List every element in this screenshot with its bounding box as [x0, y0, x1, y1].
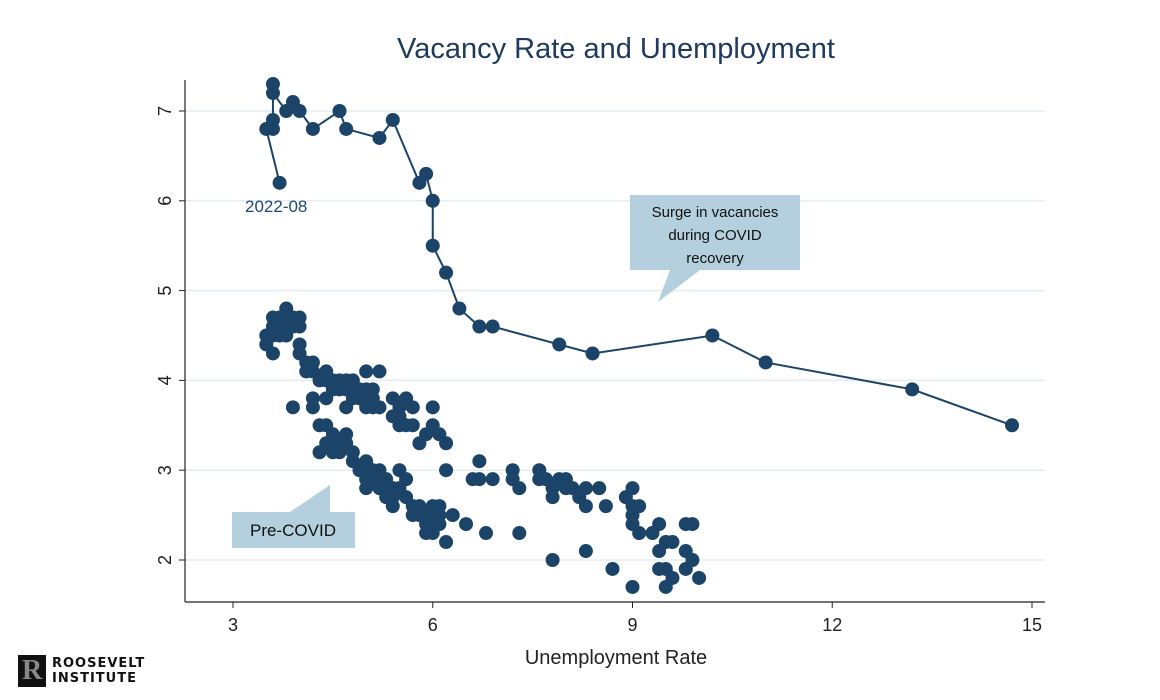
series-1: [259, 301, 707, 594]
data-point: [512, 481, 527, 496]
data-point: [632, 499, 647, 514]
data-point: [265, 346, 280, 361]
data-point: [265, 328, 280, 343]
data-point: [279, 104, 294, 118]
callout-box-surge: [630, 195, 800, 302]
data-point: [439, 463, 454, 478]
data-point: [905, 382, 920, 397]
data-point: [452, 301, 467, 316]
callout-text-surge: recovery: [686, 250, 744, 267]
chart-title: Vacancy Rate and Unemployment: [397, 33, 835, 65]
x-tick-label: 12: [822, 615, 842, 635]
data-point: [472, 319, 487, 334]
data-point: [439, 535, 454, 550]
data-point: [385, 391, 400, 406]
roosevelt-institute-logo: R ROOSEVELT INSTITUTE: [18, 655, 145, 687]
data-point: [472, 454, 487, 469]
logo-line-1: ROOSEVELT: [52, 656, 146, 671]
data-point: [432, 499, 447, 514]
data-point: [305, 355, 320, 370]
data-point: [658, 561, 673, 576]
data-point: [265, 77, 280, 92]
data-point: [405, 400, 420, 415]
data-point: [412, 175, 427, 190]
data-point: [439, 265, 454, 280]
data-point: [632, 526, 647, 541]
data-point: [332, 104, 347, 118]
x-tick-label: 9: [627, 615, 637, 635]
logo-line-2: INSTITUTE: [52, 671, 137, 686]
data-point: [365, 400, 380, 415]
data-point: [472, 472, 487, 487]
data-point: [625, 579, 640, 594]
data-point: [339, 400, 354, 415]
x-tick-label: 3: [228, 615, 238, 635]
data-point: [425, 400, 440, 415]
data-point: [292, 319, 307, 334]
data-point: [578, 544, 593, 559]
data-point: [405, 418, 420, 433]
callout-text-surge: Surge in vacancies: [652, 204, 779, 221]
callout-text-surge: during COVID: [668, 227, 762, 244]
y-tick-label: 4: [155, 375, 175, 385]
data-point: [359, 364, 374, 379]
data-point: [545, 490, 560, 505]
data-point: [305, 121, 320, 136]
callout-box-pre-covid: [232, 485, 355, 548]
data-point: [459, 517, 474, 532]
data-point: [392, 418, 407, 433]
data-point: [592, 481, 607, 496]
logo-mark: R: [18, 655, 46, 687]
y-tick-label: 6: [155, 196, 175, 206]
y-tick-label: 3: [155, 465, 175, 475]
data-point: [758, 355, 773, 370]
data-point: [285, 400, 300, 415]
data-point: [645, 526, 660, 541]
data-point: [479, 526, 494, 541]
data-point: [512, 526, 527, 541]
x-tick-label: 6: [428, 615, 438, 635]
data-point: [379, 490, 394, 505]
series-0: [259, 77, 1020, 433]
data-point: [485, 319, 500, 334]
data-point: [385, 112, 400, 127]
data-point: [372, 364, 387, 379]
data-point: [678, 544, 693, 559]
data-point: [605, 561, 620, 576]
data-point: [578, 481, 593, 496]
data-point: [305, 391, 320, 406]
callout-text-pre-covid: Pre-COVID: [250, 521, 336, 540]
data-point: [425, 238, 440, 253]
x-tick-label: 15: [1022, 615, 1042, 635]
data-point: [598, 499, 613, 514]
data-point: [652, 544, 667, 559]
data-point: [685, 517, 700, 532]
data-point: [432, 517, 447, 532]
annotation-2022-08: 2022-08: [245, 197, 307, 216]
data-point: [705, 328, 720, 343]
data-point: [585, 346, 600, 361]
data-point: [625, 481, 640, 496]
data-point: [399, 472, 414, 487]
y-tick-label: 5: [155, 286, 175, 296]
data-point: [545, 553, 560, 567]
data-point: [485, 472, 500, 487]
data-point: [272, 175, 287, 190]
data-point: [439, 436, 454, 451]
data-point: [325, 436, 340, 451]
data-point: [558, 472, 573, 487]
data-point: [692, 570, 707, 585]
data-point: [552, 337, 567, 352]
data-point: [259, 121, 274, 136]
data-point: [339, 121, 354, 136]
data-point: [372, 130, 387, 145]
data-point: [578, 499, 593, 514]
data-point: [425, 193, 440, 208]
data-point: [445, 508, 460, 523]
y-tick-label: 7: [155, 106, 175, 116]
x-axis-label: Unemployment Rate: [525, 647, 707, 669]
y-tick-label: 2: [155, 555, 175, 565]
data-point: [1005, 418, 1020, 433]
